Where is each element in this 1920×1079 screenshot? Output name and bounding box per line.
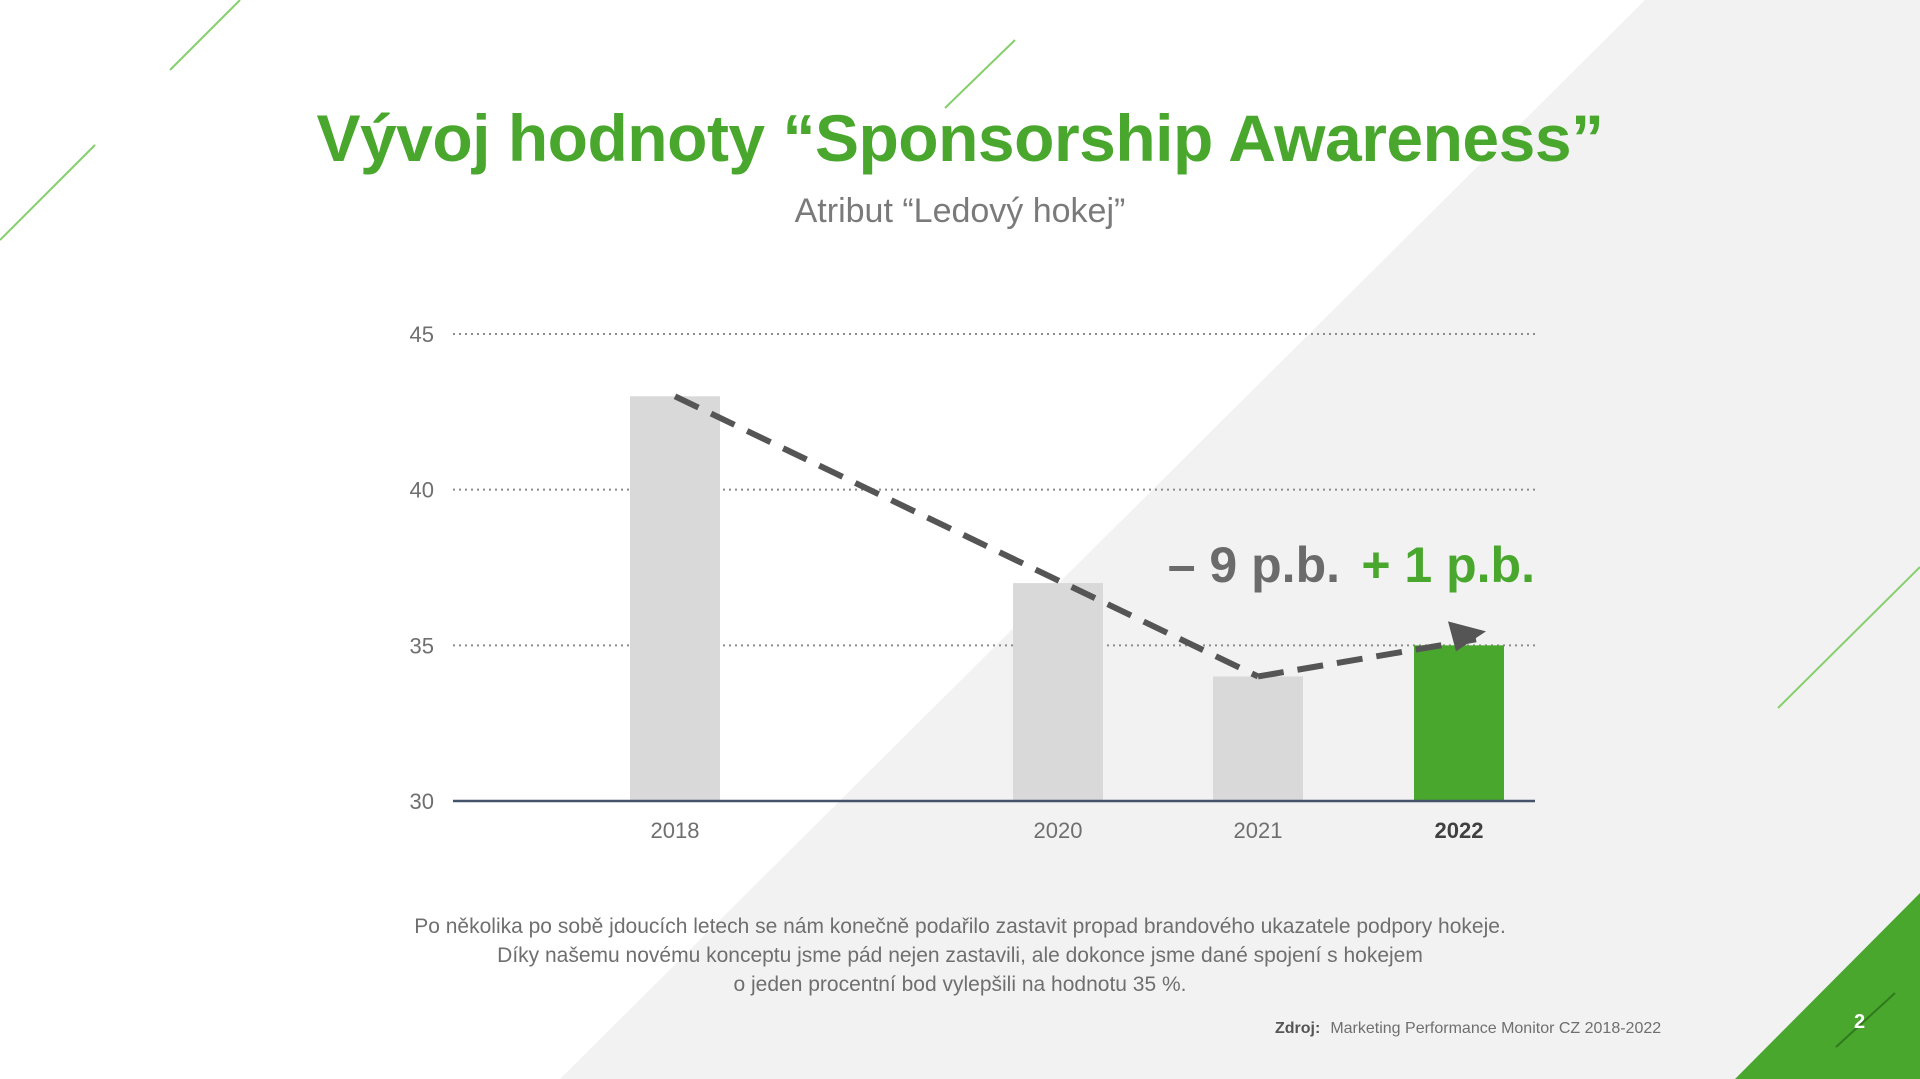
bar-2022 <box>1414 645 1504 801</box>
slide-title: Vývoj hodnoty “Sponsorship Awareness” <box>316 101 1604 175</box>
slide-description: Po několika po sobě jdoucích letech se n… <box>320 912 1600 999</box>
bar-2021 <box>1213 676 1303 801</box>
annotation-rise: + 1 p.b. <box>1361 537 1535 593</box>
bar-2020 <box>1013 583 1103 801</box>
slide-subtitle: Atribut “Ledový hokej” <box>794 192 1126 230</box>
background-gray-triangle <box>560 0 1920 1079</box>
x-tick-label-2020: 2020 <box>1034 818 1083 843</box>
y-tick-label: 45 <box>410 322 434 347</box>
bar-2018 <box>630 396 720 801</box>
y-tick-label: 30 <box>410 789 434 814</box>
trend-arrow-head <box>1448 621 1486 652</box>
source-label: Zdroj: <box>1275 1020 1321 1037</box>
decor-line-5 <box>1835 992 1896 1048</box>
description-line: Díky našemu novému konceptu jsme pád nej… <box>497 944 1423 967</box>
decor-line-3 <box>944 39 1016 109</box>
x-tick-label-2018: 2018 <box>651 818 700 843</box>
description-line: o jeden procentní bod vylepšili na hodno… <box>733 973 1187 996</box>
x-tick-label-2021: 2021 <box>1234 818 1283 843</box>
y-tick-label: 35 <box>410 633 434 658</box>
decor-line-4 <box>1777 566 1920 709</box>
y-tick-label: 40 <box>410 478 434 503</box>
trend-line-rise <box>1257 636 1477 680</box>
source-text: Marketing Performance Monitor CZ 2018-20… <box>1330 1020 1662 1037</box>
annotation-decline: – 9 p.b. <box>1168 537 1340 593</box>
page-number: 2 <box>1854 1011 1866 1033</box>
description-line: Po několika po sobě jdoucích letech se n… <box>414 915 1506 938</box>
source-note: Zdroj: Marketing Performance Monitor CZ 2… <box>1275 1020 1661 1038</box>
decor-line-2 <box>0 144 96 241</box>
trend-line-decline <box>673 393 1260 680</box>
x-tick-label-2022: 2022 <box>1435 818 1484 843</box>
corner-green-triangle <box>1735 893 1920 1079</box>
decor-line-1 <box>169 0 241 71</box>
